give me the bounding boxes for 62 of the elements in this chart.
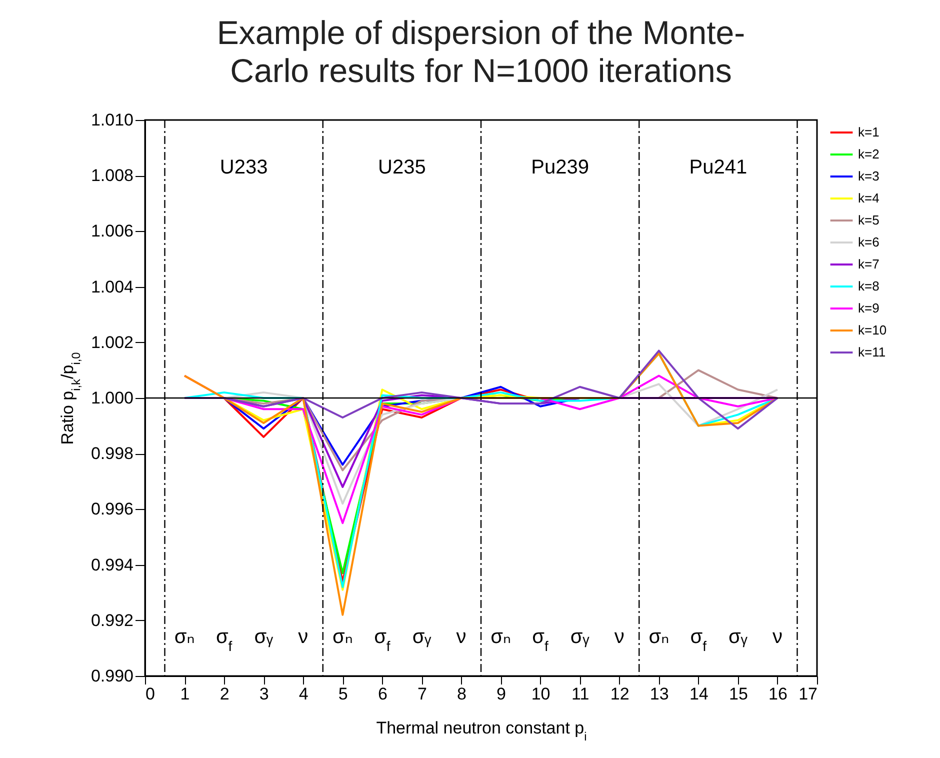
x-tick-label: 11: [571, 684, 590, 704]
annotation: σᵧ: [254, 626, 274, 648]
y-tick-label: 1.000: [90, 388, 134, 408]
legend-label: k=11: [858, 344, 886, 360]
x-tick-label: 4: [298, 684, 308, 704]
y-tick-label: 1.002: [90, 332, 134, 352]
annotation: σₙ: [648, 626, 670, 648]
chart-title: Example of dispersion of the Monte- Carlo results for N=1000 iterations: [216, 14, 746, 89]
y-tick-label: 1.004: [90, 277, 134, 296]
x-tick-label: 6: [378, 684, 388, 704]
annotation: σ$_{f}$: [374, 626, 390, 654]
annotation: σₙ: [332, 626, 353, 648]
annotation: σₙ: [174, 626, 195, 648]
annotation: σ$_{f}$: [216, 626, 232, 654]
annotation: ν: [298, 626, 308, 648]
x-tick-label: 9: [496, 684, 506, 704]
legend-label: k=4: [858, 190, 880, 206]
y-tick-label: 0.998: [90, 444, 134, 464]
x-tick-label: 10: [531, 684, 550, 704]
x-tick-label: 14: [689, 684, 708, 704]
legend-label: k=10: [858, 322, 887, 338]
y-tick-label: 1.010: [90, 110, 134, 130]
annotation: ν: [456, 626, 466, 648]
y-tick-label: 0.994: [90, 555, 134, 574]
x-tick-label: 2: [220, 684, 230, 704]
annotation: ν: [614, 626, 624, 648]
annotation: σₙ: [490, 626, 511, 648]
annotation: Pu241: [689, 156, 748, 178]
legend-label: k=2: [858, 146, 880, 162]
x-tick-label: 12: [610, 684, 630, 704]
annotation: U233: [220, 156, 268, 178]
annotation: σ$_{f}$: [690, 626, 707, 654]
x-tick-label: 8: [457, 684, 466, 704]
y-tick-label: 1.008: [90, 166, 134, 186]
annotation: σ$_{f}$: [532, 626, 549, 654]
y-tick-label: 0.996: [90, 500, 134, 519]
x-tick-label: 3: [259, 684, 269, 704]
y-tick-label: 1.006: [90, 222, 134, 241]
x-tick-label: 17: [798, 684, 818, 704]
x-tick-label: 13: [650, 684, 669, 704]
x-tick-label: 0: [146, 684, 155, 704]
x-tick-label: 5: [338, 684, 348, 704]
x-tick-label: 7: [417, 684, 427, 704]
x-tick-label: 1: [180, 684, 190, 704]
x-tick-label: 16: [768, 684, 788, 704]
legend-label: k=5: [858, 212, 880, 228]
annotation: U235: [378, 156, 426, 178]
legend-label: k=9: [858, 300, 880, 316]
annotation: σᵧ: [570, 626, 590, 648]
y-tick-label: 0.992: [90, 610, 134, 630]
y-tick-label: 0.990: [90, 666, 134, 686]
legend-label: k=8: [858, 278, 880, 294]
x-tick-label: 15: [728, 684, 748, 704]
legend-label: k=3: [858, 168, 880, 184]
x-axis-title: Thermal neutron constant p$_{i}$: [376, 718, 587, 744]
annotation: ν: [772, 626, 782, 648]
legend-label: k=7: [858, 256, 880, 272]
legend-label: k=1: [858, 124, 880, 140]
legend-label: k=6: [858, 234, 880, 250]
annotation: σᵧ: [728, 626, 748, 648]
annotation: Pu239: [531, 156, 589, 178]
annotation: σᵧ: [412, 626, 432, 648]
